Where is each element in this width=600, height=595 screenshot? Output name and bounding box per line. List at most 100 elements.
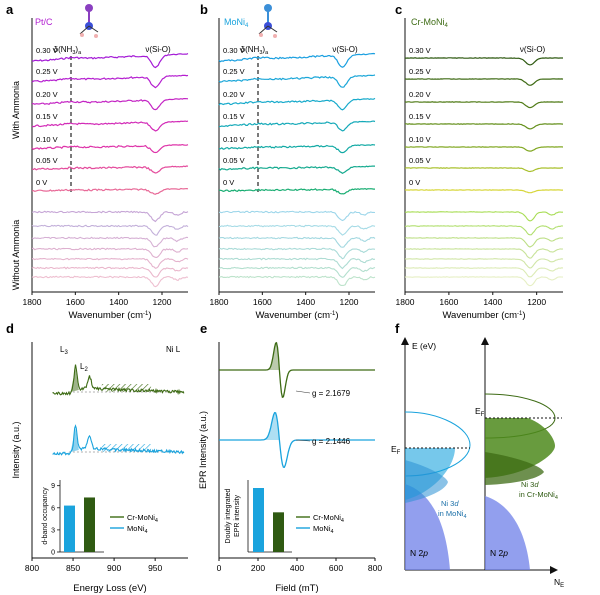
series-with-4 — [31, 143, 189, 154]
panel-letter-f: f — [395, 321, 400, 336]
e-x-tick-label: 0 — [217, 563, 222, 573]
series-label-1: 0.25 V — [223, 67, 245, 76]
series-without-3 — [404, 248, 564, 259]
panel-letter-b: b — [200, 2, 208, 17]
series-label-4: 0.10 V — [36, 135, 58, 144]
series-with-5 — [404, 167, 563, 173]
d-x-label: Energy Loss (eV) — [73, 583, 146, 594]
f-cr-label-1: Ni 3d — [521, 480, 539, 489]
peak-label-nh3: δ(NH3)a — [54, 45, 82, 56]
panel-letter-d: d — [6, 321, 14, 336]
series-with-0 — [32, 53, 189, 69]
series-with-0 — [405, 57, 563, 66]
series-without-2 — [218, 236, 376, 248]
series-without-1 — [404, 225, 564, 236]
series-without-1 — [31, 224, 189, 236]
series-without-5 — [404, 267, 564, 278]
x-axis-label: Wavenumber (cm-1) — [68, 310, 151, 321]
series-label-0: 0.30 V — [409, 46, 431, 55]
series-with-2 — [218, 97, 376, 111]
d-inset-tick-label: 9 — [51, 483, 55, 490]
f-moni4-band-lower — [405, 460, 448, 503]
series-label-6: 0 V — [409, 178, 420, 187]
e-series-cr — [219, 341, 375, 399]
panel-title-a: Pt/C — [35, 17, 53, 27]
peak-label-sio: ν(Si-O) — [520, 45, 546, 54]
series-without-0 — [31, 210, 189, 223]
x-tick-label: 1800 — [210, 297, 229, 307]
e-legend: Cr-MoNi4 MoNi4 — [296, 513, 344, 535]
x-tick-label: 1800 — [396, 297, 415, 307]
d-inset-ylabel: d-band occupancy — [42, 487, 49, 545]
x-tick-label: 1600 — [439, 297, 458, 307]
x-tick-label: 1600 — [66, 297, 85, 307]
d-inset-bar-0 — [64, 505, 75, 552]
series-label-2: 0.20 V — [223, 90, 245, 99]
f-x-label: NE — [554, 577, 564, 589]
d-label-l2: L2 — [80, 362, 88, 373]
d-series-moni4 — [52, 424, 185, 456]
series-without-6 — [404, 276, 564, 287]
series-label-4: 0.10 V — [409, 135, 431, 144]
series-with-1 — [31, 74, 189, 89]
series-label-1: 0.25 V — [36, 67, 58, 76]
series-with-1 — [404, 78, 564, 86]
series-with-3 — [218, 120, 376, 132]
peak-label-sio: ν(Si-O) — [145, 45, 171, 54]
f-n2p-label-1: N 2p — [410, 548, 428, 558]
series-label-6: 0 V — [223, 178, 234, 187]
e-x-tick-label: 400 — [290, 563, 304, 573]
series-with-2 — [404, 101, 563, 109]
series-label-5: 0.05 V — [409, 156, 431, 165]
e-legend-moni4: MoNi4 — [313, 524, 334, 535]
e-x-tick-label: 800 — [368, 563, 382, 573]
f-cr-band-lower — [485, 452, 544, 485]
d-label-l3: L3 — [60, 345, 68, 356]
e-annotation-g1: g = 2.1679 — [312, 389, 351, 398]
e-x-label: Field (mT) — [275, 583, 318, 594]
e-inset-bar-0 — [253, 488, 264, 552]
d-inset-tick-label: 0 — [51, 550, 55, 557]
series-without-5 — [31, 266, 189, 278]
f-ef-label-moni4: EF — [391, 444, 401, 456]
row-label-without: Without Ammonia — [11, 220, 21, 291]
panel-d: Intensity (a.u.) Energy Loss (eV) Ni L L… — [11, 342, 188, 594]
series-label-3: 0.15 V — [36, 112, 58, 121]
series-without-0 — [404, 211, 563, 222]
x-tick-label: 1400 — [483, 297, 502, 307]
series-label-3: 0.15 V — [223, 112, 245, 121]
x-tick-label: 1400 — [296, 297, 315, 307]
f-n2p-label-2: N 2p — [490, 548, 508, 558]
d-inset-tick-label: 6 — [51, 505, 55, 512]
f-ef-label-cr: EF — [475, 406, 485, 418]
x-tick-label: 1200 — [153, 297, 172, 307]
e-x-tick-label: 600 — [329, 563, 343, 573]
series-without-6 — [218, 275, 376, 286]
d-legend: Cr-MoNi4 MoNi4 — [110, 513, 158, 535]
row-label-with: With Ammonia — [11, 81, 21, 139]
x-axis-label: Wavenumber (cm-1) — [255, 310, 338, 321]
f-moni4-label-2: in MoNi4 — [438, 509, 467, 520]
d-legend-moni4: MoNi4 — [127, 524, 148, 535]
panel-letter-e: e — [200, 321, 207, 336]
d-series-cr — [52, 364, 185, 396]
series-label-0: 0.30 V — [36, 46, 58, 55]
peak-label-sio: ν(Si-O) — [332, 45, 358, 54]
d-x-tick-label: 950 — [148, 563, 162, 573]
d-y-label: Intensity (a.u.) — [11, 421, 21, 478]
series-without-4 — [404, 258, 564, 269]
e-legend-cr: Cr-MoNi4 — [313, 513, 344, 524]
e-y-label: EPR Intensity (a.u.) — [198, 411, 208, 489]
series-with-6 — [218, 187, 375, 195]
e-x-tick-label: 200 — [251, 563, 265, 573]
series-with-4 — [405, 146, 564, 152]
f-n2p-band-1 — [405, 484, 450, 570]
x-axis-label: Wavenumber (cm-1) — [442, 310, 525, 321]
series-with-6 — [31, 187, 189, 195]
x-tick-label: 1200 — [340, 297, 359, 307]
series-with-4 — [218, 143, 376, 154]
panel-letter-c: c — [395, 2, 402, 17]
